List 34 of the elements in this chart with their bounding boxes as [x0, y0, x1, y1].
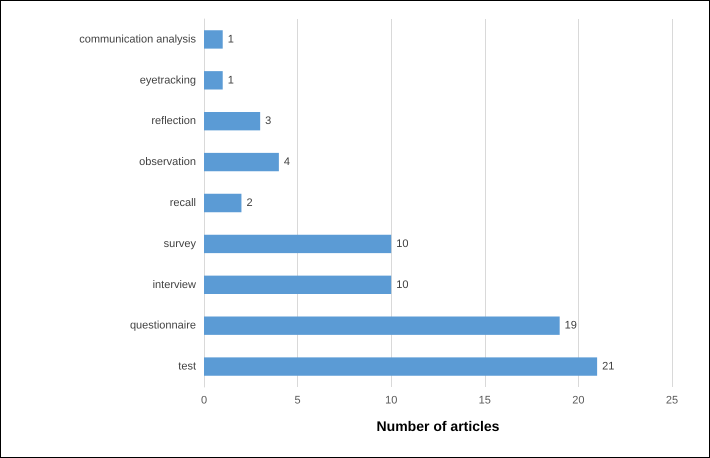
- x-tick-label: 15: [478, 394, 491, 406]
- x-tick-label: 5: [294, 394, 301, 406]
- y-tick-label: reflection: [151, 115, 196, 128]
- data-label: 1: [228, 74, 234, 86]
- data-label: 2: [246, 197, 253, 209]
- data-label: 10: [396, 238, 408, 250]
- bar: [204, 357, 598, 376]
- y-tick-label: eyetracking: [140, 74, 196, 86]
- x-tick-label: 10: [385, 394, 398, 406]
- y-tick-label: questionnaire: [130, 320, 196, 332]
- bar: [204, 152, 279, 172]
- data-label: 3: [265, 115, 272, 128]
- bar: [204, 30, 223, 49]
- y-tick-label: observation: [139, 156, 196, 168]
- bar: [204, 276, 392, 294]
- x-tick-label: 25: [666, 394, 678, 406]
- bar: [204, 194, 242, 212]
- y-tick-label: survey: [164, 238, 196, 250]
- bar: [204, 234, 392, 254]
- data-label: 1: [228, 33, 234, 46]
- x-axis-title: Number of articles: [376, 418, 500, 434]
- data-label: 4: [284, 156, 290, 168]
- data-label: 10: [396, 278, 408, 291]
- x-tick-label: 0: [200, 394, 208, 406]
- x-tick-label: 20: [572, 394, 585, 406]
- y-tick-label: recall: [170, 197, 196, 209]
- bar: [204, 112, 260, 130]
- bar: [204, 316, 560, 335]
- y-tick-label: interview: [152, 278, 196, 291]
- y-tick-label: test: [178, 360, 196, 373]
- bar: [204, 71, 223, 90]
- data-label: 21: [602, 360, 614, 373]
- y-tick-label: communication analysis: [79, 33, 196, 46]
- data-label: 19: [564, 320, 577, 332]
